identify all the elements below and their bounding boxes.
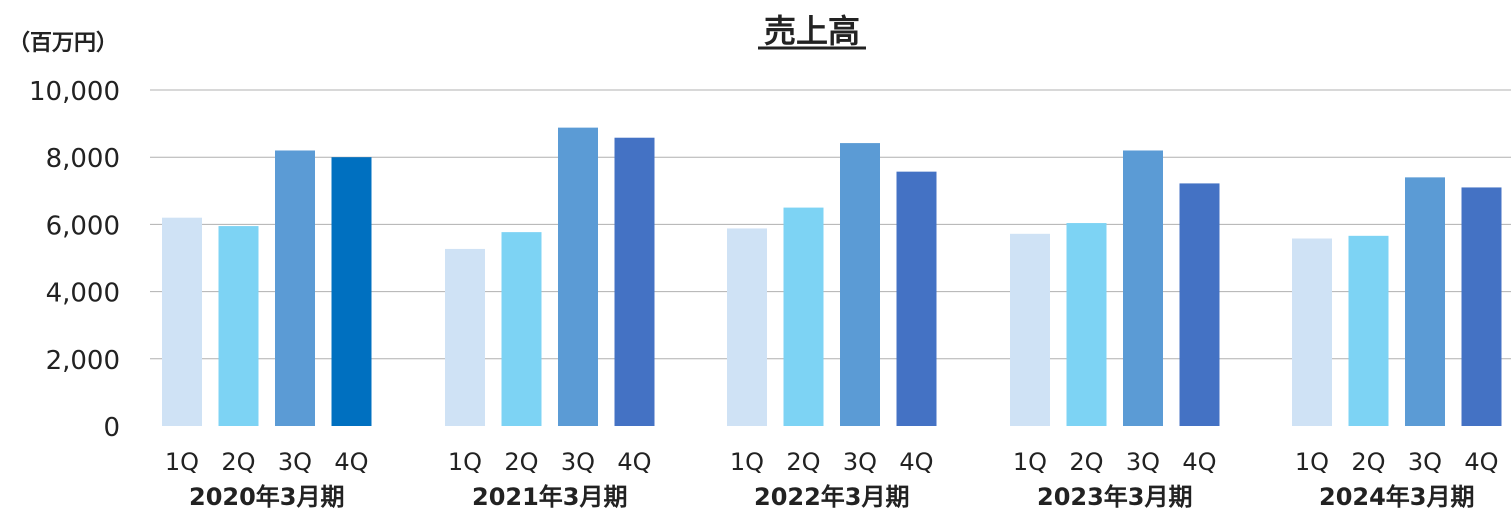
bar-1-1q [162, 217, 202, 426]
quarter-label: 4Q [617, 448, 651, 476]
fiscal-year-label: 2023年3月期 [1037, 483, 1193, 511]
quarter-label: 4Q [1182, 448, 1216, 476]
bar-3-3q [840, 143, 880, 426]
bars [162, 127, 1502, 427]
bar-1-2q [218, 226, 259, 426]
bar-5-1q [1292, 238, 1332, 426]
quarter-label: 3Q [1126, 448, 1160, 476]
quarter-label: 1Q [730, 448, 764, 476]
bar-5-4q [1461, 187, 1502, 426]
quarter-label: 4Q [899, 448, 933, 476]
bar-4-2q [1066, 223, 1107, 426]
quarter-label: 2Q [1351, 448, 1385, 476]
bar-4-3q [1123, 150, 1163, 427]
x-axis-labels: 1Q 2Q 3Q 4Q 2020年3月期 1Q 2Q 3Q 4Q 2021年3月期 1Q 2Q 3Q 4Q… [165, 448, 1499, 511]
quarter-label: 3Q [1408, 448, 1442, 476]
fiscal-year-label: 2022年3月期 [754, 483, 910, 511]
bar-3-1q [727, 228, 767, 426]
bar-5-2q [1348, 235, 1389, 426]
bar-3-4q [896, 171, 937, 426]
bar-2-4q [614, 137, 655, 426]
bar-2-1q [445, 248, 485, 426]
quarter-label: 4Q [1464, 448, 1498, 476]
y-tick-label: 8,000 [46, 144, 120, 174]
quarter-label: 3Q [278, 448, 312, 476]
bar-1-3q [275, 150, 315, 427]
quarter-label: 2Q [1069, 448, 1103, 476]
bar-2-3q [558, 127, 598, 426]
chart-title: 売上高 [764, 12, 860, 50]
fiscal-year-label: 2020年3月期 [189, 483, 345, 511]
fiscal-year-label: 2024年3月期 [1319, 483, 1475, 511]
y-tick-label: 10,000 [29, 77, 120, 107]
bar-5-3q [1405, 177, 1445, 426]
bar-2-2q [501, 232, 542, 426]
fiscal-year-label: 2021年3月期 [472, 483, 628, 511]
quarter-label: 1Q [448, 448, 482, 476]
bar-3-2q [783, 207, 824, 426]
y-tick-label: 6,000 [46, 211, 120, 241]
gridlines [150, 89, 1511, 360]
y-unit-label: （百万円） [8, 31, 118, 56]
quarter-label: 2Q [221, 448, 255, 476]
quarter-label: 3Q [843, 448, 877, 476]
quarter-label: 1Q [1013, 448, 1047, 476]
bar-4-4q [1179, 183, 1220, 426]
quarter-label: 1Q [165, 448, 199, 476]
y-axis-ticks: 0 2,000 4,000 6,000 8,000 10,000 [29, 77, 120, 443]
bar-1-4q [331, 157, 372, 426]
quarter-label: 2Q [504, 448, 538, 476]
y-tick-label: 2,000 [46, 346, 120, 376]
quarter-label: 1Q [1295, 448, 1329, 476]
y-tick-label: 0 [103, 413, 120, 443]
quarter-label: 3Q [561, 448, 595, 476]
quarter-label: 4Q [334, 448, 368, 476]
y-tick-label: 4,000 [46, 279, 120, 309]
bar-4-1q [1010, 233, 1050, 426]
quarter-label: 2Q [786, 448, 820, 476]
